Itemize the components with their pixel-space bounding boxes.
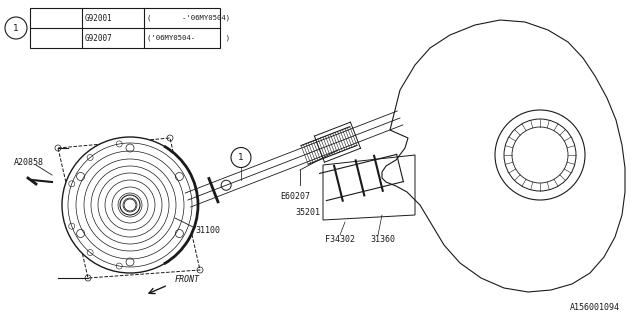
Text: F34302: F34302 [325, 235, 355, 244]
Text: E60207: E60207 [280, 192, 310, 201]
Text: (       -'06MY0504): ( -'06MY0504) [147, 15, 230, 21]
Bar [30, 8, 220, 48]
Text: 1: 1 [13, 23, 19, 33]
Text: 35201: 35201 [295, 208, 320, 217]
Text: ('06MY0504-       ): ('06MY0504- ) [147, 35, 230, 41]
Text: G92001: G92001 [85, 13, 113, 22]
Text: A156001094: A156001094 [570, 303, 620, 312]
Text: G92007: G92007 [85, 34, 113, 43]
Text: A20858: A20858 [14, 157, 44, 166]
Text: 31100: 31100 [195, 226, 220, 235]
Circle shape [231, 148, 251, 167]
Text: FRONT: FRONT [175, 276, 200, 284]
Text: 31360: 31360 [370, 235, 395, 244]
Circle shape [221, 180, 231, 190]
Circle shape [62, 137, 198, 273]
Text: 1: 1 [238, 153, 244, 162]
